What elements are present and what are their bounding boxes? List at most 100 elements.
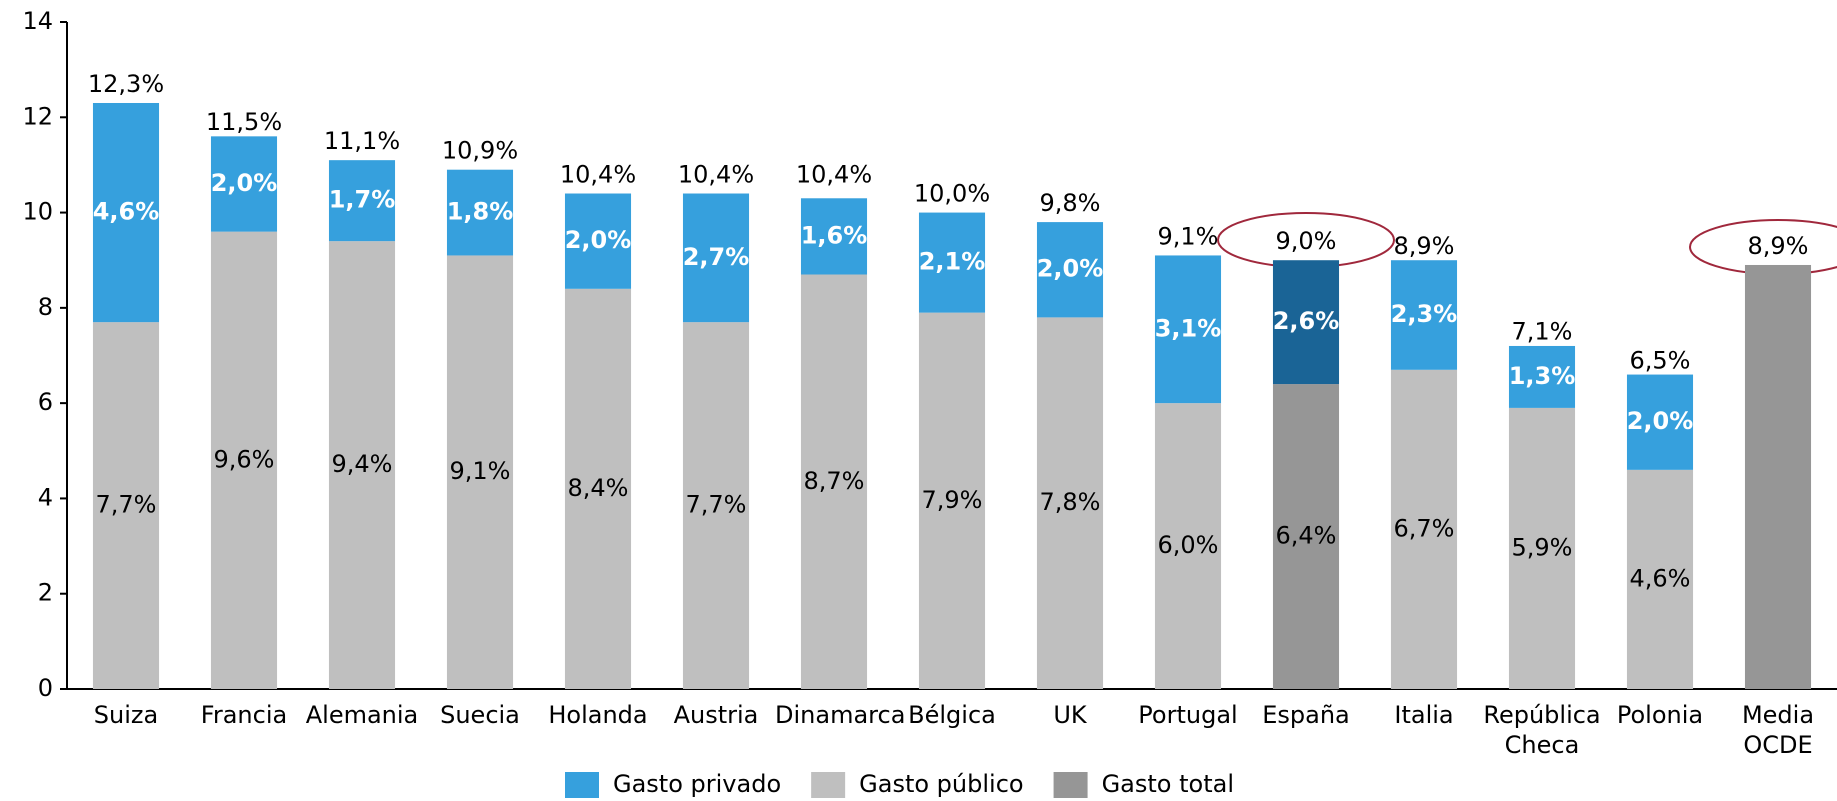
data-label: 2,7% (683, 243, 750, 271)
data-label: 1,3% (1509, 362, 1576, 390)
data-label: 9,1% (450, 457, 511, 485)
legend-label: Gasto privado (613, 770, 781, 798)
y-tick-label: 4 (38, 483, 53, 511)
bar-segment (446, 255, 514, 689)
bar-segment (1508, 407, 1576, 689)
data-label: 7,7% (686, 491, 747, 519)
bar-segment (92, 322, 160, 689)
data-label: 4,6% (1630, 564, 1691, 592)
bar-segment (918, 212, 986, 313)
bar-segment (682, 322, 750, 689)
bar-segment (210, 231, 278, 689)
x-tick-label: Bélgica (908, 701, 996, 729)
bar-segment (1626, 469, 1694, 689)
total-label: 8,9% (1748, 232, 1809, 260)
data-label: 5,9% (1512, 533, 1573, 561)
data-label: 2,6% (1273, 307, 1340, 335)
data-label: 1,7% (329, 186, 396, 214)
bar-segment (564, 193, 632, 289)
data-label: 2,0% (1627, 407, 1694, 435)
legend-swatch (1053, 772, 1088, 798)
x-tick-label: Francia (200, 701, 288, 729)
bar-segment (1390, 369, 1458, 689)
bar-segment (564, 288, 632, 689)
total-label: 9,1% (1158, 222, 1219, 250)
data-label: 7,8% (1040, 488, 1101, 516)
data-label: 9,4% (332, 450, 393, 478)
data-label: 2,1% (919, 248, 986, 276)
bar-segment (1154, 255, 1222, 404)
data-label: 8,7% (804, 467, 865, 495)
legend-swatch (565, 772, 599, 798)
bar-segment (328, 241, 396, 689)
data-label: 6,7% (1394, 514, 1455, 542)
x-tick-label: República Checa (1483, 701, 1601, 759)
total-label: 11,1% (324, 127, 400, 155)
bar-segment (1744, 264, 1812, 689)
data-label: 1,8% (447, 198, 514, 226)
bar-segment (800, 274, 868, 689)
bar-segment (92, 102, 160, 323)
data-label: 3,1% (1155, 314, 1222, 342)
y-tick-label: 6 (38, 388, 53, 416)
bar-segment (1508, 345, 1576, 408)
x-tick-label: Suecia (440, 701, 520, 729)
data-label: 6,0% (1158, 531, 1219, 559)
bar-segment (800, 198, 868, 275)
x-tick-label: Media OCDE (1741, 701, 1815, 759)
legend-swatch (811, 772, 846, 798)
data-label: 1,6% (801, 221, 868, 249)
bar-segment (446, 169, 514, 256)
x-tick-label: España (1262, 701, 1350, 729)
data-label: 9,6% (214, 445, 275, 473)
data-label: 7,7% (96, 491, 157, 519)
x-tick-label: Alemania (305, 701, 419, 729)
y-tick-label: 8 (38, 293, 53, 321)
bar-segment (682, 193, 750, 323)
y-tick-label: 14 (22, 7, 53, 35)
bar-segment (1390, 260, 1458, 370)
data-label: 7,9% (922, 486, 983, 514)
bar-segment (210, 136, 278, 232)
x-tick-label: Holanda (548, 701, 648, 729)
total-label: 6,5% (1630, 346, 1691, 374)
y-tick-label: 10 (22, 198, 53, 226)
y-tick-label: 12 (22, 102, 53, 130)
total-label: 11,5% (206, 108, 282, 136)
total-label: 8,9% (1394, 232, 1455, 260)
x-tick-label: Polonia (1616, 701, 1704, 729)
total-label: 10,4% (796, 161, 872, 189)
bar-segment (1036, 222, 1104, 318)
total-label: 10,4% (678, 161, 754, 189)
legend-label: Gasto público (859, 770, 1023, 798)
total-label: 9,0% (1276, 227, 1337, 255)
total-label: 10,0% (914, 180, 990, 208)
x-tick-label: Austria (673, 701, 759, 729)
total-label: 9,8% (1040, 189, 1101, 217)
data-label: 2,0% (211, 169, 278, 197)
x-tick-label: Dinamarca (775, 701, 906, 729)
data-label: 2,0% (565, 226, 632, 254)
data-label: 8,4% (568, 474, 629, 502)
bar-segment (918, 312, 986, 689)
bar-segment (1626, 374, 1694, 470)
total-label: 7,1% (1512, 318, 1573, 346)
x-tick-label: Suiza (93, 701, 159, 729)
bar-segment (1036, 317, 1104, 689)
y-tick-label: 0 (38, 674, 53, 702)
bar-segment (1272, 260, 1340, 385)
bar-segment (1154, 403, 1222, 689)
bar-segment (1272, 384, 1340, 689)
x-tick-label: UK (1053, 701, 1087, 729)
total-label: 10,9% (442, 137, 518, 165)
data-label: 6,4% (1276, 522, 1337, 550)
data-label: 2,3% (1391, 300, 1458, 328)
y-tick-label: 2 (38, 579, 53, 607)
x-tick-label: Portugal (1138, 701, 1238, 729)
x-tick-label: Italia (1394, 701, 1454, 729)
legend-label: Gasto total (1102, 770, 1234, 798)
data-label: 2,0% (1037, 255, 1104, 283)
data-label: 4,6% (93, 198, 160, 226)
